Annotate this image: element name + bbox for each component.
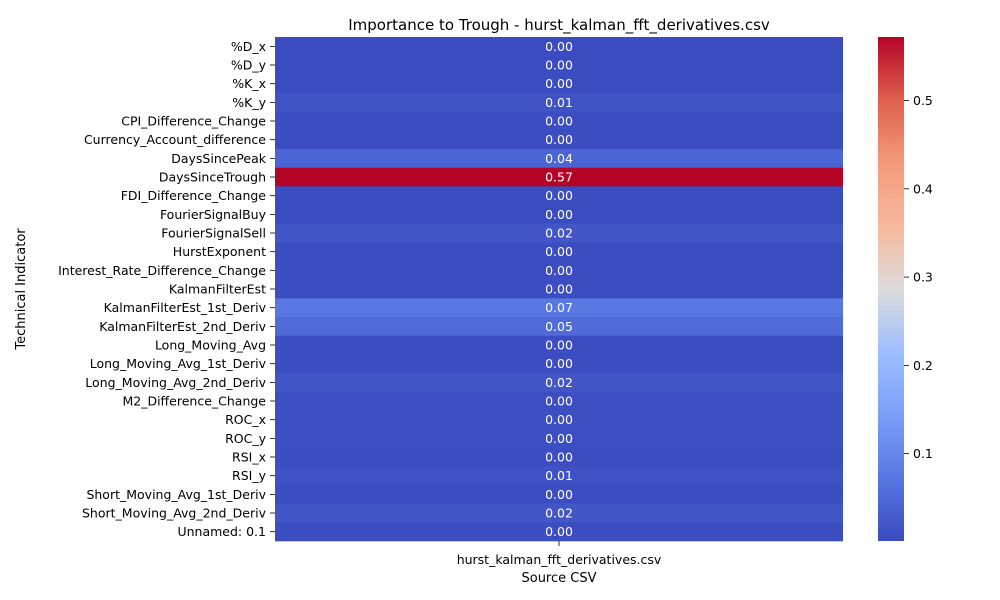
heatmap-cell [275, 167, 843, 187]
heatmap-cell [275, 429, 843, 448]
heatmap-cell [275, 503, 843, 523]
y-tick-label: KalmanFilterEst_2nd_Deriv [99, 319, 266, 334]
cell-value-label: 0.02 [545, 226, 573, 241]
cell-value-label: 0.00 [545, 76, 573, 91]
cell-value-label: 0.00 [545, 450, 573, 465]
heatmap-cell [275, 466, 843, 486]
heatmap-cell [275, 37, 843, 56]
colorbar-tick-label: 0.2 [913, 358, 933, 373]
cell-value-label: 0.01 [545, 95, 573, 110]
cell-value-label: 0.07 [545, 300, 573, 315]
heatmap-cell [275, 74, 843, 94]
y-tick-label: DaysSincePeak [171, 151, 267, 166]
cell-value-label: 0.00 [545, 394, 573, 409]
heatmap-cell [275, 410, 843, 430]
heatmap-cell [275, 447, 843, 467]
x-tick-label: hurst_kalman_fft_derivatives.csv [457, 552, 662, 567]
cell-value-label: 0.00 [545, 39, 573, 54]
cell-value-label: 0.00 [545, 524, 573, 539]
y-axis-ticks: %D_x %D_y %K_x %K_y CPI_Difference_Change Cur… [58, 39, 275, 539]
y-tick-label: KalmanFilterEst [169, 282, 266, 297]
y-tick-label: ROC_x [225, 412, 266, 427]
cell-value-label: 0.02 [545, 506, 573, 521]
cell-value-label: 0.04 [545, 151, 573, 166]
heatmap-cell [275, 485, 843, 504]
cell-value-label: 0.00 [545, 412, 573, 427]
colorbar-tick-label: 0.3 [913, 270, 933, 285]
y-tick-label: FDI_Difference_Change [121, 188, 267, 203]
x-axis-label: Source CSV [521, 571, 596, 586]
heatmap-cell [275, 111, 843, 131]
colorbar-tick-label: 0.1 [913, 446, 933, 461]
cell-value-label: 0.00 [545, 132, 573, 147]
heatmap-cell [275, 130, 843, 150]
cell-value-label: 0.57 [545, 170, 573, 185]
y-axis-label: Technical Indicator [14, 228, 29, 351]
cell-value-label: 0.00 [545, 356, 573, 371]
y-tick-label: %D_x [231, 39, 266, 54]
cell-value-label: 0.00 [545, 58, 573, 73]
y-tick-label: %K_y [232, 95, 266, 110]
y-tick-label: Short_Moving_Avg_1st_Deriv [86, 487, 266, 502]
heatmap-cell [275, 279, 843, 299]
heatmap-cell [275, 522, 843, 542]
colorbar-tick-label: 0.5 [913, 93, 933, 108]
cell-value-label: 0.01 [545, 468, 573, 483]
y-tick-label: %K_x [232, 76, 266, 91]
y-tick-label: Short_Moving_Avg_2nd_Deriv [82, 506, 267, 521]
heatmap-cells [275, 37, 843, 542]
y-tick-label: CPI_Difference_Change [121, 114, 266, 129]
x-axis-ticks: hurst_kalman_fft_derivatives.csv [457, 541, 662, 567]
heatmap-cell-labels: 0.00 0.00 0.00 0.01 0.00 0.00 0.04 0.57 0.00 0.00… [545, 39, 573, 539]
y-tick-label: Long_Moving_Avg [155, 338, 266, 353]
y-tick-label: DaysSinceTrough [159, 170, 266, 185]
colorbar-ticks: 0.1 0.2 0.3 0.4 0.5 [904, 93, 933, 461]
heatmap-cell [275, 149, 843, 168]
cell-value-label: 0.00 [545, 114, 573, 129]
y-tick-label: FourierSignalSell [161, 226, 266, 241]
y-tick-label: ROC_y [225, 431, 267, 446]
heatmap-cell [275, 317, 843, 336]
heatmap-cell [275, 223, 843, 243]
heatmap-cell [275, 93, 843, 112]
heatmap-cell [275, 242, 843, 262]
heatmap-cell [275, 55, 843, 75]
y-tick-label: Long_Moving_Avg_2nd_Deriv [85, 375, 266, 390]
heatmap-cell [275, 298, 843, 318]
cell-value-label: 0.05 [545, 319, 573, 334]
heatmap-cell [275, 205, 843, 224]
cell-value-label: 0.02 [545, 375, 573, 390]
colorbar [878, 37, 904, 541]
heatmap-cell [275, 391, 843, 411]
heatmap-cell [275, 354, 843, 374]
y-tick-label: Long_Moving_Avg_1st_Deriv [90, 356, 267, 371]
cell-value-label: 0.00 [545, 263, 573, 278]
y-tick-label: M2_Difference_Change [122, 394, 266, 409]
cell-value-label: 0.00 [545, 487, 573, 502]
cell-value-label: 0.00 [545, 338, 573, 353]
cell-value-label: 0.00 [545, 244, 573, 259]
y-tick-label: FourierSignalBuy [160, 207, 267, 222]
y-tick-label: RSI_x [232, 450, 266, 465]
y-tick-label: HurstExponent [173, 244, 266, 259]
cell-value-label: 0.00 [545, 207, 573, 222]
y-tick-label: RSI_y [232, 468, 267, 483]
colorbar-tick-label: 0.4 [913, 181, 933, 196]
heatmap-cell [275, 335, 843, 355]
y-tick-label: Unnamed: 0.1 [177, 524, 266, 539]
y-tick-label: KalmanFilterEst_1st_Deriv [104, 300, 267, 315]
cell-value-label: 0.00 [545, 282, 573, 297]
heatmap-cell [275, 186, 843, 206]
y-tick-label: Currency_Account_difference [84, 132, 266, 147]
chart-title: Importance to Trough - hurst_kalman_fft_… [348, 16, 770, 35]
y-tick-label: Interest_Rate_Difference_Change [58, 263, 266, 278]
cell-value-label: 0.00 [545, 431, 573, 446]
heatmap-cell [275, 261, 843, 280]
cell-value-label: 0.00 [545, 188, 573, 203]
heatmap-cell [275, 373, 843, 392]
y-tick-label: %D_y [231, 58, 267, 73]
